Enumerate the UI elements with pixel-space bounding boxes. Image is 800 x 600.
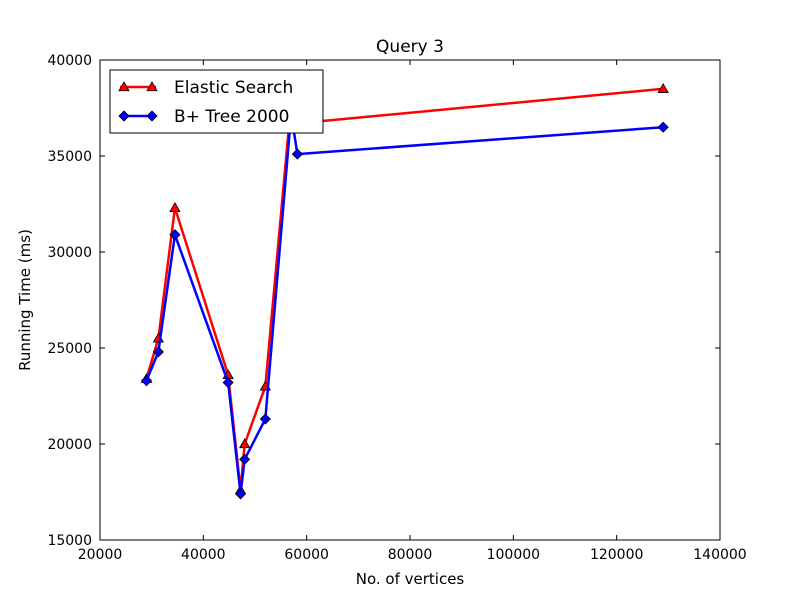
x-axis-label: No. of vertices	[356, 570, 465, 588]
legend-item: Elastic Search	[118, 78, 293, 98]
x-tick-label: 60000	[284, 547, 329, 563]
y-axis-label: Running Time (ms)	[16, 229, 34, 371]
series-2	[140, 108, 669, 500]
data-point	[291, 148, 303, 160]
y-tick-label: 25000	[47, 341, 92, 357]
y-tick-label: 15000	[47, 533, 92, 549]
data-point	[222, 376, 234, 389]
legend: Elastic Search B+ Tree 2000	[109, 69, 324, 134]
legend-marker	[146, 81, 158, 92]
legend-marker	[118, 110, 130, 122]
data-point	[140, 375, 153, 387]
series-line	[145, 112, 664, 496]
x-tick-label: 140000	[693, 547, 746, 563]
data-point	[169, 202, 181, 212]
series-line	[145, 87, 664, 492]
series-layer	[140, 82, 669, 500]
y-tick-label: 20000	[47, 437, 92, 453]
y-tick-label: 30000	[47, 245, 92, 261]
x-tick-label: 100000	[487, 547, 540, 563]
data-point	[238, 438, 251, 449]
legend-label: Elastic Search	[174, 78, 293, 98]
data-point	[152, 346, 164, 358]
x-tick-label: 40000	[181, 547, 226, 563]
y-tick-label: 35000	[47, 149, 92, 165]
legend-label: B+ Tree 2000	[174, 107, 289, 127]
legend-marker	[118, 81, 130, 92]
x-tick-label: 20000	[78, 547, 123, 563]
data-point	[259, 413, 271, 425]
data-point	[657, 82, 669, 93]
data-point	[169, 229, 181, 241]
legend-marker	[146, 110, 158, 122]
data-point	[657, 121, 669, 133]
ticks-layer: 20000 40000 60000 80000 100000 120000 140000 15…	[47, 53, 746, 563]
legend-box	[109, 69, 324, 134]
chart-title: Query 3	[376, 37, 444, 57]
legend-item: B+ Tree 2000	[118, 107, 289, 127]
x-tick-label: 80000	[388, 547, 433, 563]
y-tick-label: 40000	[47, 53, 92, 69]
data-point	[234, 488, 247, 500]
x-tick-label: 120000	[590, 547, 643, 563]
data-point	[239, 453, 251, 465]
